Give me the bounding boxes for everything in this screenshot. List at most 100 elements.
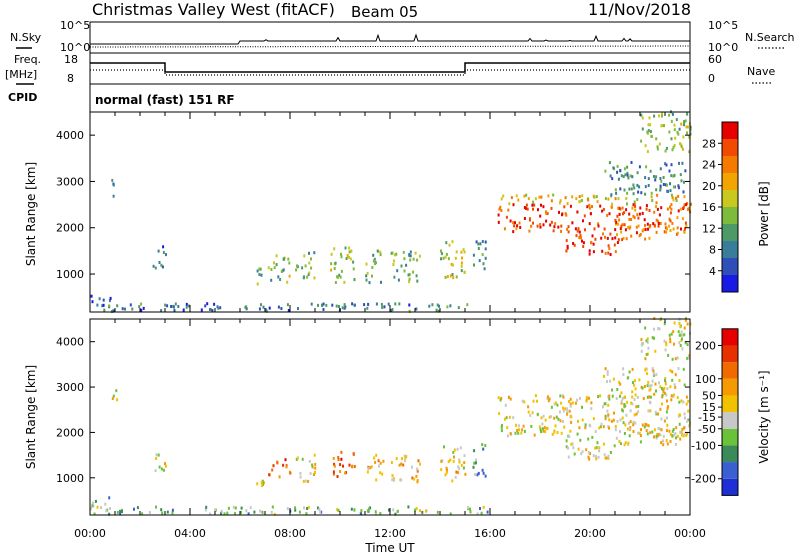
colorbar-tick-label: 24 — [702, 159, 716, 172]
colorbar-tick-label: 12 — [702, 222, 716, 235]
scatter-cell — [345, 257, 348, 260]
scatter-cell — [688, 354, 691, 358]
scatter-cell — [313, 276, 316, 280]
scatter-cell — [607, 403, 610, 407]
scatter-cell — [449, 512, 452, 516]
scatter-cell — [400, 462, 403, 466]
scatter-cell — [565, 239, 568, 243]
scatter-cell — [675, 426, 678, 430]
scatter-cell — [449, 304, 452, 308]
scatter-cell — [91, 504, 94, 508]
scatter-cell — [585, 396, 588, 399]
scatter-cell — [690, 202, 692, 206]
nave-tick-top: 60 — [708, 53, 722, 66]
scatter-cell — [614, 428, 617, 432]
cpid-text: normal (fast) 151 RF — [95, 93, 235, 107]
scatter-cell — [414, 251, 417, 255]
scatter-cell — [678, 379, 681, 382]
scatter-cell — [649, 409, 652, 413]
scatter-cell — [334, 261, 337, 265]
scatter-cell — [603, 453, 606, 457]
scatter-cell — [648, 209, 651, 212]
scatter-cell — [317, 506, 319, 510]
scatter-cell — [564, 196, 567, 200]
scatter-cell — [285, 465, 288, 469]
scatter-cell — [601, 249, 604, 253]
scatter-cell — [634, 387, 637, 391]
scatter-cell — [155, 505, 157, 509]
scatter-cell — [640, 191, 643, 195]
scatter-cell — [438, 304, 440, 308]
scatter-cell — [392, 508, 395, 512]
scatter-cell — [335, 304, 338, 308]
scatter-cell — [101, 304, 104, 308]
scatter-cell — [680, 122, 683, 126]
scatter-cell — [527, 410, 530, 414]
scatter-cell — [394, 512, 397, 516]
scatter-cell — [282, 268, 285, 272]
scatter-cell — [682, 434, 685, 438]
scatter-cell — [661, 393, 664, 397]
scatter-cell — [284, 458, 287, 462]
scatter-cell — [460, 264, 463, 268]
scatter-cell — [515, 423, 517, 427]
scatter-cell — [641, 386, 644, 390]
scatter-cell — [240, 506, 243, 510]
scatter-cell — [617, 197, 620, 201]
scatter-cell — [569, 397, 572, 401]
scatter-cell — [679, 207, 682, 211]
nsearch-label: N.Search — [745, 31, 795, 44]
scatter-cell — [677, 330, 680, 334]
scatter-cell — [575, 234, 578, 238]
scatter-cell — [672, 227, 675, 231]
scatter-cell — [609, 174, 612, 178]
scatter-cell — [477, 247, 480, 250]
scatter-cell — [270, 268, 273, 271]
scatter-cell — [669, 369, 672, 373]
scatter-cell — [679, 173, 682, 177]
scatter-cell — [154, 266, 157, 270]
noise-panel: N.Sky 10^5 10^0 10^5 10^0 N.Search — [10, 19, 795, 54]
scatter-cell — [204, 508, 207, 512]
nsky-trace — [89, 33, 690, 45]
scatter-cell — [588, 457, 591, 461]
scatter-cell — [656, 193, 659, 197]
scatter-cell — [607, 456, 610, 460]
scatter-cell — [675, 199, 678, 202]
scatter-cell — [458, 460, 461, 464]
scatter-cell — [659, 385, 662, 389]
scatter-cell — [610, 205, 613, 209]
scatter-cell — [637, 216, 640, 220]
scatter-cell — [523, 194, 526, 198]
scatter-cell — [621, 238, 624, 242]
scatter-cell — [277, 275, 280, 279]
y-tick-label: 3000 — [56, 381, 84, 394]
scatter-cell — [338, 305, 340, 308]
scatter-cell — [655, 137, 658, 141]
scatter-cell — [444, 275, 447, 279]
scatter-cell — [258, 273, 261, 276]
colorbar-swatch — [722, 190, 738, 207]
scatter-cell — [566, 244, 569, 248]
scatter-cell — [620, 174, 623, 178]
scatter-cell — [553, 429, 556, 433]
scatter-cell — [612, 418, 615, 422]
scatter-cell — [526, 207, 529, 211]
scatter-cell — [313, 251, 316, 255]
scatter-cell — [299, 471, 302, 475]
colorbar-swatch — [722, 241, 738, 258]
scatter-cell — [473, 449, 476, 453]
scatter-cell — [617, 177, 620, 181]
scatter-cell — [635, 231, 638, 235]
scatter-cell — [596, 200, 599, 204]
scatter-cell — [678, 333, 681, 337]
scatter-cell — [367, 302, 370, 306]
colorbar-swatch — [722, 395, 738, 413]
scatter-cell — [650, 134, 653, 138]
scatter-cell — [440, 249, 442, 253]
scatter-cell — [162, 251, 165, 254]
scatter-cell — [100, 506, 102, 510]
scatter-cell — [111, 178, 114, 182]
scatter-cell — [607, 244, 610, 248]
scatter-cell — [679, 344, 682, 347]
